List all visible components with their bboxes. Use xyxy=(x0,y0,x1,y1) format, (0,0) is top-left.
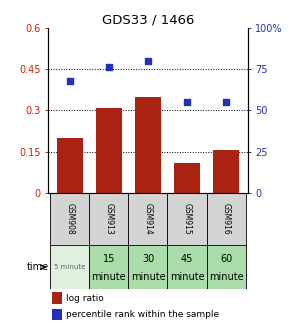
Text: GSM913: GSM913 xyxy=(104,203,113,235)
Bar xyxy=(174,163,200,193)
Text: 5 minute: 5 minute xyxy=(54,264,86,270)
Bar xyxy=(128,193,168,245)
Bar xyxy=(89,193,128,245)
Bar xyxy=(52,292,62,304)
Text: GSM915: GSM915 xyxy=(183,203,192,235)
Text: minute: minute xyxy=(170,272,204,282)
Point xyxy=(224,100,229,105)
Text: GSM914: GSM914 xyxy=(144,203,152,235)
Bar xyxy=(52,309,62,320)
Title: GDS33 / 1466: GDS33 / 1466 xyxy=(102,14,194,26)
Bar xyxy=(96,108,122,193)
Bar xyxy=(89,245,128,289)
Bar xyxy=(213,150,239,193)
Text: GSM916: GSM916 xyxy=(222,203,231,235)
Bar xyxy=(168,193,207,245)
Point xyxy=(107,65,111,70)
Bar xyxy=(168,245,207,289)
Text: 45: 45 xyxy=(181,254,193,264)
Text: minute: minute xyxy=(92,272,126,282)
Text: minute: minute xyxy=(209,272,243,282)
Text: percentile rank within the sample: percentile rank within the sample xyxy=(66,310,219,319)
Text: time: time xyxy=(27,262,49,272)
Text: GSM908: GSM908 xyxy=(65,203,74,235)
Point xyxy=(146,58,150,63)
Bar xyxy=(50,193,89,245)
Bar xyxy=(50,245,89,289)
Bar xyxy=(207,193,246,245)
Bar xyxy=(135,97,161,193)
Bar xyxy=(207,245,246,289)
Point xyxy=(67,78,72,83)
Text: minute: minute xyxy=(131,272,165,282)
Text: 30: 30 xyxy=(142,254,154,264)
Bar xyxy=(128,245,168,289)
Text: log ratio: log ratio xyxy=(66,294,104,303)
Text: 60: 60 xyxy=(220,254,232,264)
Text: 15: 15 xyxy=(103,254,115,264)
Bar xyxy=(57,138,83,193)
Point xyxy=(185,100,189,105)
